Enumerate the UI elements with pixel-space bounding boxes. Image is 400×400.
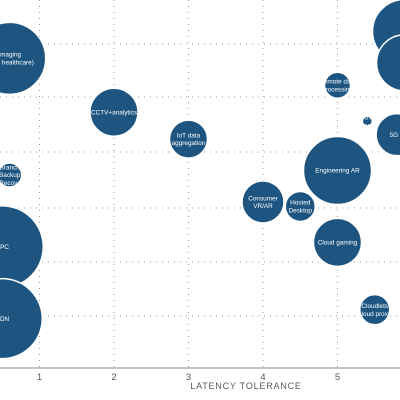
bubble (375, 112, 400, 157)
bubble-group: Consumer VR/AR (241, 180, 285, 224)
bubble (323, 71, 352, 100)
bubble-group: HPC (0, 205, 44, 289)
bubble-group: Hosted Desktop (284, 190, 316, 223)
bubble-label: CCTV+analytics (91, 109, 137, 116)
bubble (302, 135, 373, 206)
bubble-label: IoT gateways (354, 114, 381, 129)
x-axis-title: LATENCY TOLERANCE (190, 381, 301, 391)
x-tick-label: 2 (111, 372, 116, 383)
x-tick-label: 3 (186, 372, 191, 383)
bubble (0, 277, 43, 360)
bubble-label: HPC (0, 244, 9, 251)
x-tick-label: 5 (335, 372, 340, 383)
bubble-label: Cloud gaming (318, 240, 358, 247)
bubble-group: Cloud gaming (312, 217, 363, 268)
bubble-group: IoT gateways (354, 114, 381, 129)
bubble-label: Hosted Desktop (289, 200, 313, 215)
bubble (0, 21, 47, 96)
bubble (0, 162, 23, 188)
bubble-group: 5G C (375, 112, 400, 157)
bubble-label: Engineering AR (315, 168, 360, 175)
bubble-label: 5G C (390, 132, 400, 139)
bubble (312, 217, 363, 268)
bubble (359, 293, 391, 326)
bubble-group: Cloudlets (cloud proxy) (356, 293, 393, 326)
bubble (168, 119, 209, 159)
bubble-label: Consumer VR/AR (248, 195, 278, 210)
bubble-label: CDN (0, 316, 10, 323)
bubble-label: Cloudlets (cloud proxy) (356, 303, 393, 318)
bubble-group: Imaging(e.g., healthcare) (0, 21, 47, 96)
bubble (241, 180, 285, 224)
bubble-label: IoT data aggregation (172, 132, 206, 147)
bubble-label: Remote data processing (319, 79, 356, 94)
x-tick-labels: 1 2 3 4 5 (37, 372, 340, 383)
bubble-group: Remote data processing (319, 71, 356, 100)
x-tick-label: 4 (260, 372, 265, 383)
bubble (375, 34, 400, 92)
x-tick-label: 1 (37, 372, 42, 383)
bubble-group: Engineering AR (302, 135, 373, 206)
bubble (284, 190, 316, 223)
bubble (361, 115, 374, 127)
bubble-group (375, 34, 400, 92)
bubble-label: Imaging(e.g., healthcare) (0, 52, 34, 67)
bubble-group: CDN (0, 277, 43, 360)
bubble-group: IoT data aggregation (168, 119, 209, 159)
bubble-group: CCTV+analytics (89, 87, 139, 137)
bubble (89, 87, 139, 137)
bubbles: Imaging(e.g., healthcare) CCTV+analytics I… (0, 0, 400, 360)
